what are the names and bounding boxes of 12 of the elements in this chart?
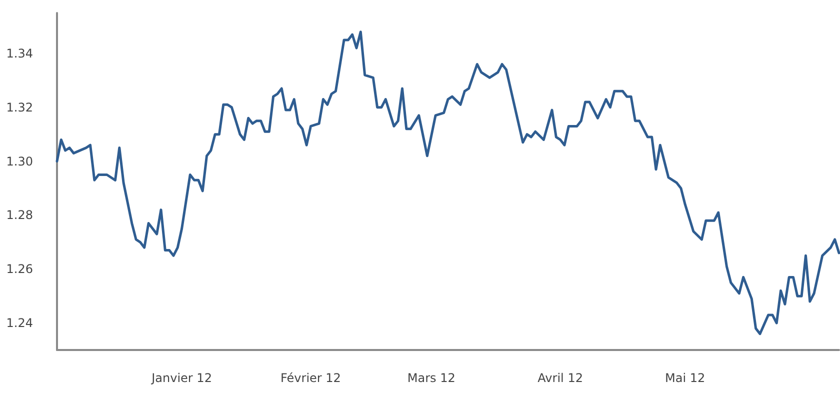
x-tick-label: Mai 12 <box>665 371 706 385</box>
y-tick-label: 1.28 <box>6 208 33 222</box>
x-tick-label: Février 12 <box>280 371 341 385</box>
x-tick-label: Janvier 12 <box>150 371 212 385</box>
x-tick-label: Mars 12 <box>407 371 456 385</box>
line-series <box>56 30 840 336</box>
y-tick-label: 1.34 <box>6 46 33 60</box>
y-tick-label: 1.30 <box>6 154 33 168</box>
y-tick-label: 1.32 <box>6 100 33 114</box>
y-tick-label: 1.26 <box>6 262 33 276</box>
y-tick-label: 1.24 <box>6 316 33 330</box>
x-tick-label: Avril 12 <box>538 371 583 385</box>
